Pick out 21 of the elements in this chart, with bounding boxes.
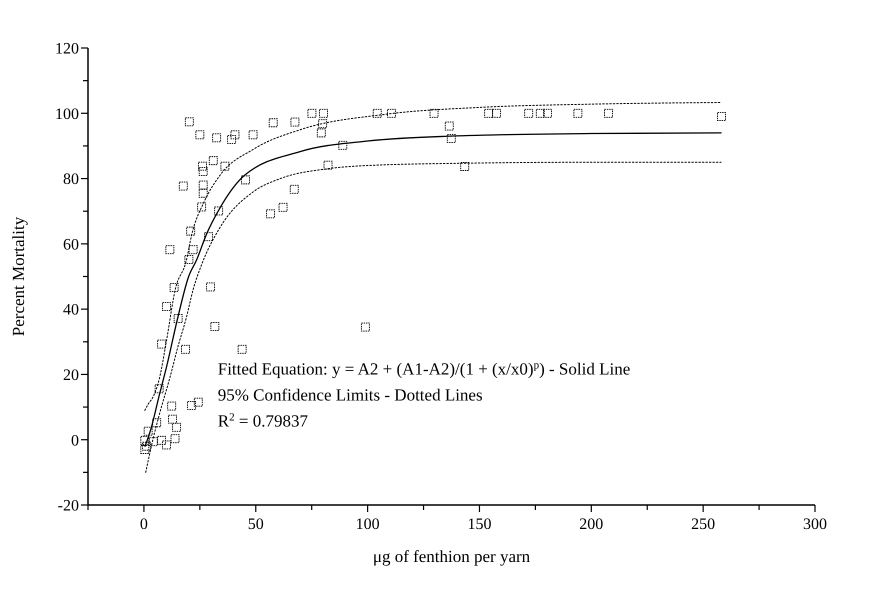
y-tick-label: 40 bbox=[63, 302, 79, 319]
y-tick-label: 20 bbox=[63, 367, 79, 384]
annotation: R$^{2}$ = 0.79837 bbox=[218, 411, 308, 430]
y-axis-title: Percent Mortality bbox=[9, 216, 28, 336]
x-tick-label: 250 bbox=[691, 516, 716, 533]
x-axis-title: μg of fenthion per yarn bbox=[372, 547, 531, 566]
x-tick-label: 100 bbox=[356, 516, 380, 533]
x-tick-label: 300 bbox=[803, 516, 827, 533]
y-tick-label: 100 bbox=[55, 106, 79, 123]
y-tick-label: 60 bbox=[63, 236, 79, 254]
line-series bbox=[144, 102, 722, 411]
y-tick-label: 80 bbox=[63, 171, 79, 188]
annotation: 95% Confidence Limits - Dotted Lines bbox=[218, 385, 483, 404]
x-tick-label: 50 bbox=[248, 516, 264, 533]
x-tick-label: 200 bbox=[579, 516, 604, 533]
y-tick-label: 0 bbox=[71, 432, 79, 450]
y-tick-label: -20 bbox=[58, 498, 79, 515]
y-tick-label: 120 bbox=[55, 40, 79, 58]
x-tick-label: 150 bbox=[467, 516, 492, 533]
annotation: Fitted Equation: y = A2 + (A1-A2)/(1 + (x/x0)$^{p}$) - Solid Line bbox=[218, 359, 630, 378]
x-tick-label: 0 bbox=[140, 516, 148, 533]
